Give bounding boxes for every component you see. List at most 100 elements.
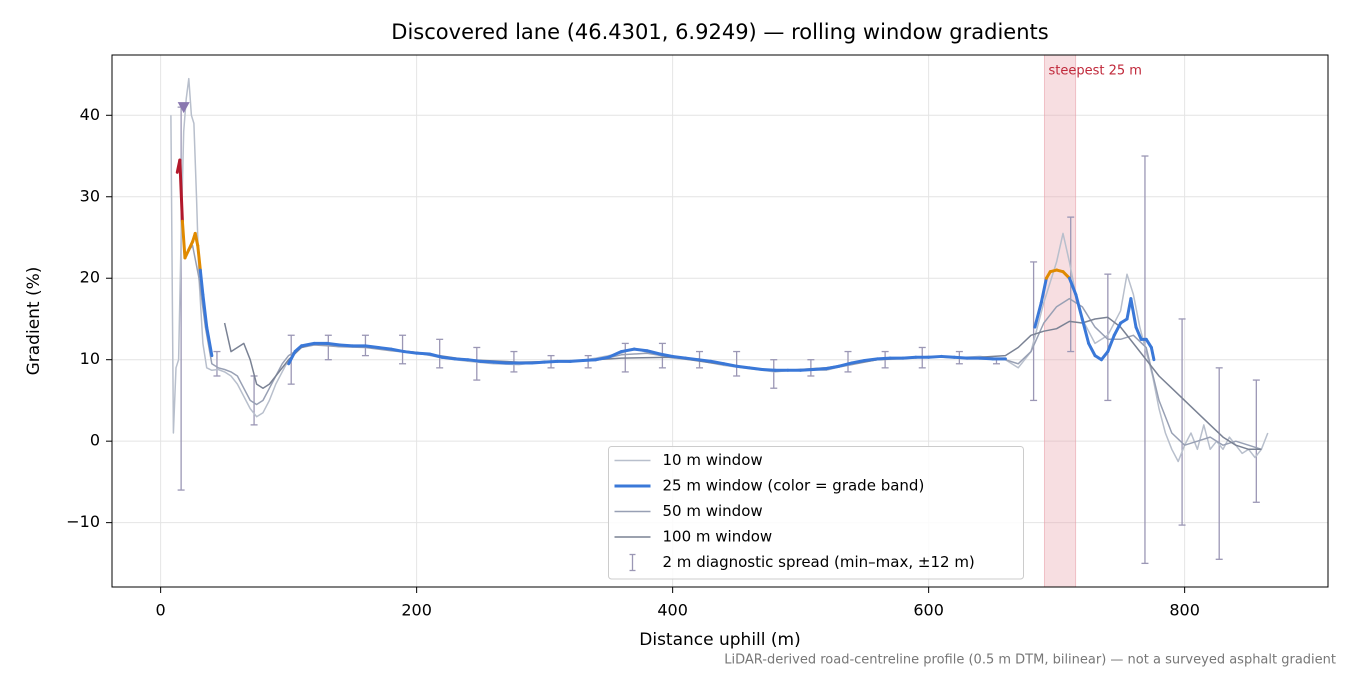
error-bar (473, 346, 481, 381)
error-bar (1104, 273, 1112, 402)
line-segment (875, 356, 892, 361)
line (185, 244, 1262, 451)
footnote: LiDAR-derived road-centreline profile (0… (724, 653, 1336, 668)
legend-label: 25 m window (color = grade band) (663, 477, 925, 495)
x-tick-label: 200 (401, 601, 432, 620)
line-segment (901, 355, 918, 360)
line-segment (196, 244, 202, 272)
line-segment (1134, 325, 1143, 341)
legend-box (608, 446, 1024, 580)
line-segment (193, 231, 200, 248)
y-tick-label: 20 (80, 268, 100, 287)
line-segment (683, 356, 700, 362)
line-segment (581, 358, 598, 363)
line-segment (530, 360, 547, 365)
error-bar (324, 334, 332, 361)
line-segment (1106, 333, 1116, 354)
line-segment (1149, 345, 1156, 362)
error-bar (436, 338, 444, 369)
error-bar (1215, 367, 1223, 560)
line-segment (671, 354, 687, 360)
line-segment (722, 362, 739, 368)
legend-label: 10 m window (663, 451, 763, 469)
x-axis-label: Distance uphill (m) (639, 630, 800, 650)
line-segment (402, 350, 419, 355)
y-tick-label: 0 (90, 431, 100, 450)
plot-frame (111, 54, 1329, 588)
error-bar (733, 350, 741, 377)
line-segment (952, 355, 969, 360)
line-segment (1067, 276, 1078, 297)
line-segment (1080, 317, 1091, 345)
error-bar (584, 354, 592, 369)
line-segment (607, 350, 623, 359)
y-tick-label: −10 (66, 512, 100, 531)
chart-title: Discovered lane (46.4301, 6.9249) — roll… (391, 20, 1048, 44)
line-segment (568, 359, 585, 363)
line-segment (287, 350, 297, 366)
legend-label: 50 m window (663, 502, 763, 520)
line-segment (376, 345, 393, 351)
legend-label: 2 m diagnostic spread (min–max, ±12 m) (663, 553, 975, 571)
error-bar (1141, 155, 1149, 565)
line-segment (799, 367, 815, 372)
line-segment (1039, 276, 1048, 305)
error-bar (213, 350, 221, 377)
line-segment (325, 341, 342, 347)
error-bar (807, 359, 815, 377)
line-segment (205, 325, 214, 358)
error-bar (1252, 379, 1260, 503)
line-segment (491, 360, 508, 365)
line-segment (747, 366, 764, 371)
x-tick-label: 0 (156, 601, 166, 620)
line-segment (479, 359, 495, 364)
line-segment (696, 358, 713, 363)
line-segment (201, 293, 209, 329)
line-segment (709, 359, 726, 366)
line-segment (1074, 293, 1084, 321)
line-segment (453, 357, 470, 362)
line-segment (389, 347, 406, 354)
line-segment (1033, 301, 1043, 329)
y-tick-label: 10 (80, 349, 100, 368)
line-segment (850, 359, 867, 365)
line-segment (1129, 297, 1138, 329)
line-segment (863, 357, 879, 363)
line (170, 77, 1269, 463)
line-segment (619, 347, 636, 354)
line-segment (1112, 321, 1123, 337)
line-segment (543, 359, 559, 364)
x-tick-label: 400 (657, 601, 688, 620)
line-segment (632, 347, 649, 353)
line-segment (811, 367, 828, 371)
peak-marker (177, 102, 190, 114)
line-segment (645, 349, 662, 356)
y-axis-label: Gradient (%) (24, 267, 44, 376)
line-segment (338, 343, 355, 348)
error-bar (844, 350, 852, 373)
y-tick-label: 40 (80, 105, 100, 124)
line-segment (427, 352, 444, 359)
line-segment (1144, 337, 1153, 349)
plot-area (170, 55, 1269, 587)
line-segment (466, 358, 483, 363)
x-tick-label: 800 (1169, 601, 1200, 620)
legend-label: 100 m window (663, 528, 773, 546)
line-segment (1087, 341, 1097, 358)
x-tick-label: 600 (913, 601, 944, 620)
line-segment (363, 344, 380, 349)
line-segment (735, 364, 751, 370)
line-segment (178, 158, 184, 223)
line-segment (837, 361, 854, 368)
error-bar (1030, 261, 1038, 402)
highlight-label: steepest 25 m (1048, 64, 1141, 79)
line-segment (939, 354, 956, 359)
line-segment (415, 351, 431, 356)
line-segment (180, 219, 187, 260)
line-segment (187, 240, 195, 252)
line-segment (978, 356, 995, 361)
line-segment (927, 354, 943, 359)
error-bar (770, 359, 778, 389)
line-segment (183, 248, 191, 260)
